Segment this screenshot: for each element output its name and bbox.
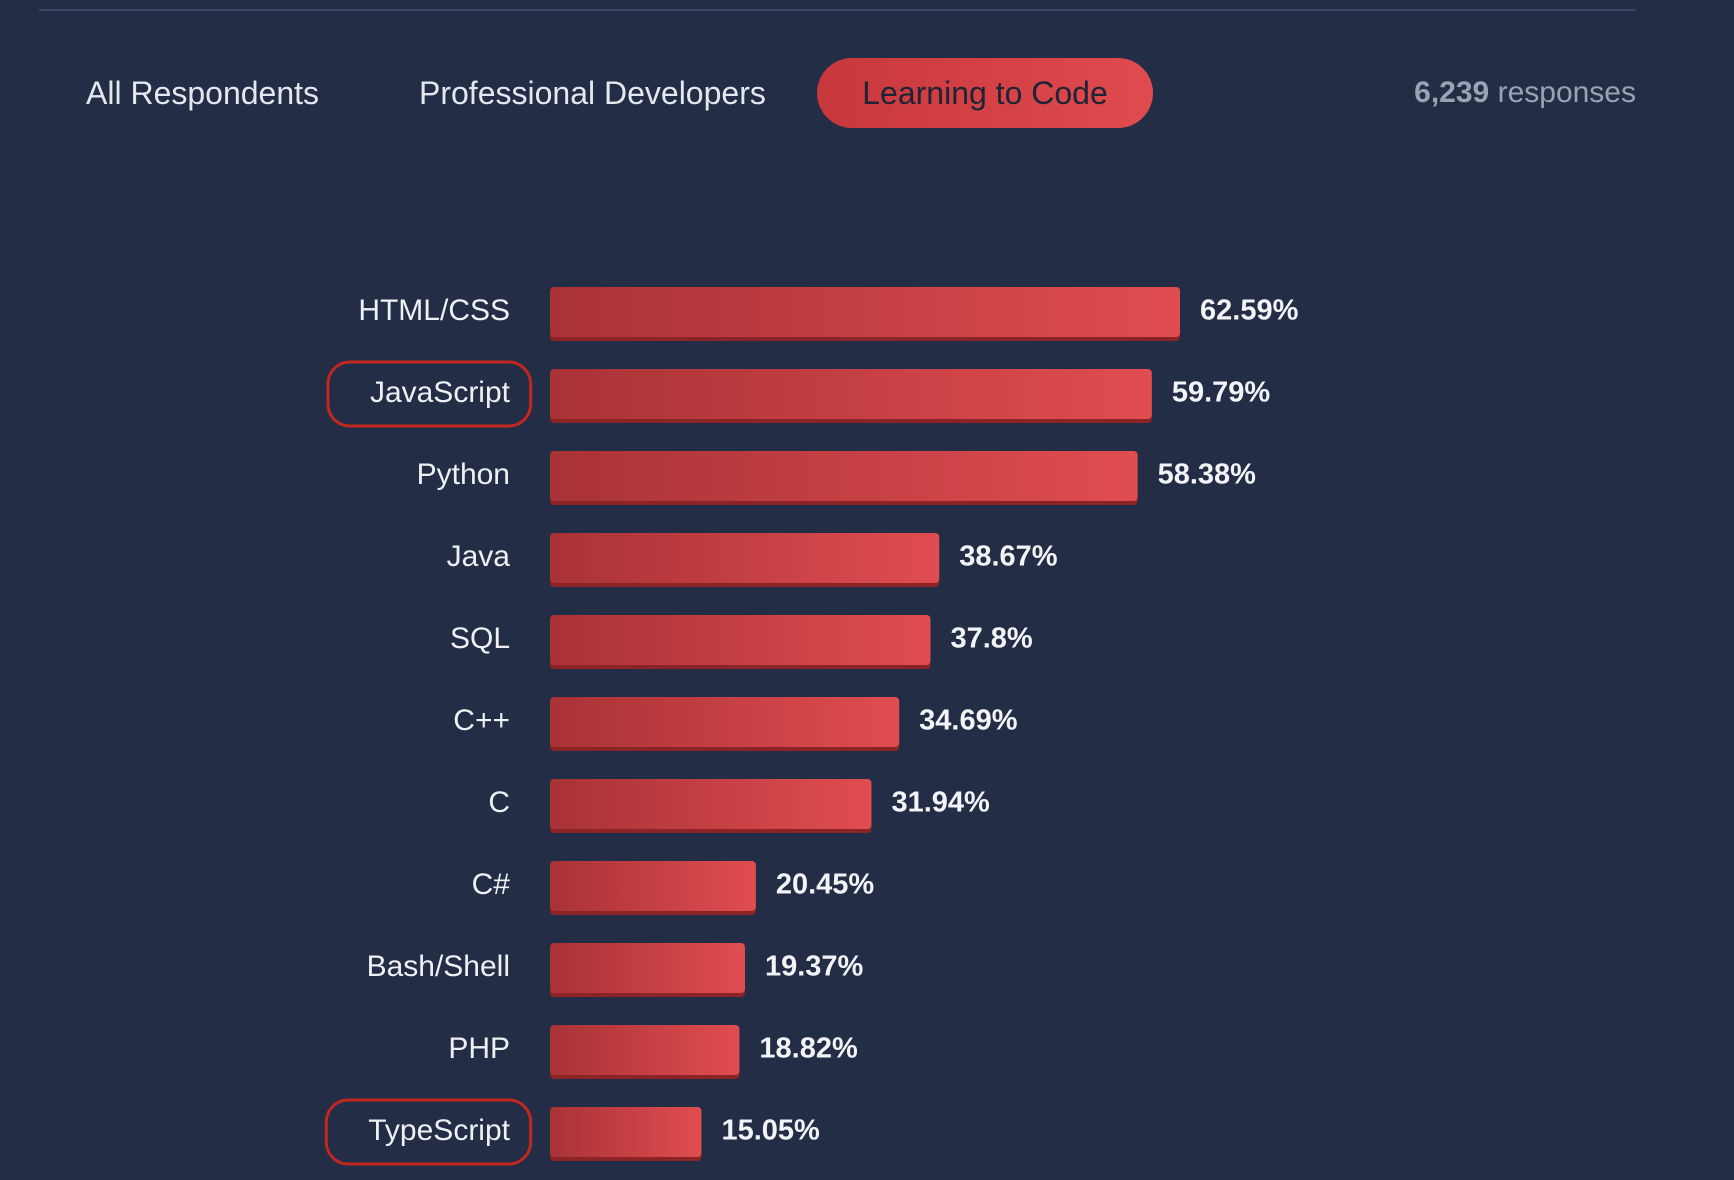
bar-php	[550, 1025, 740, 1075]
responses-label: responses	[1497, 76, 1636, 109]
value-label-csharp: 20.45%	[776, 869, 875, 901]
tab-all-respondents[interactable]: All Respondents	[86, 75, 320, 111]
bar-javascript	[550, 369, 1152, 419]
bar-python	[550, 451, 1138, 501]
bar-typescript	[550, 1107, 702, 1157]
top-divider	[39, 9, 1636, 11]
bar-c	[550, 779, 872, 829]
category-label-sql: SQL	[450, 622, 510, 655]
category-label-cplusplus: C++	[453, 704, 510, 737]
responses-number: 6,239	[1414, 76, 1490, 109]
tab-professional-developers[interactable]: Professional Developers	[419, 75, 766, 111]
value-label-c: 31.94%	[891, 787, 990, 819]
bar-csharp	[550, 861, 756, 911]
highlight-ring-typescript	[324, 1098, 533, 1166]
category-label-java: Java	[447, 540, 511, 573]
category-label-typescript: TypeScript	[368, 1114, 510, 1147]
value-label-java: 38.67%	[959, 541, 1058, 573]
category-label-csharp: C#	[472, 868, 511, 901]
bar-html-css	[550, 287, 1180, 337]
category-label-php: PHP	[448, 1032, 510, 1065]
highlight-ring-javascript	[326, 360, 533, 428]
value-label-typescript: 15.05%	[721, 1115, 820, 1147]
value-label-python: 58.38%	[1158, 459, 1257, 491]
bar-java	[550, 533, 940, 583]
category-label-javascript: JavaScript	[370, 376, 511, 409]
value-label-sql: 37.8%	[950, 623, 1032, 655]
category-label-python: Python	[417, 458, 510, 491]
bar-cplusplus	[550, 697, 900, 747]
value-label-cplusplus: 34.69%	[919, 705, 1018, 737]
responses-count: 6,239 responses	[1414, 76, 1636, 110]
category-label-html-css: HTML/CSS	[358, 294, 510, 327]
bar-bash-shell	[550, 943, 745, 993]
bar-sql	[550, 615, 931, 665]
category-label-c: C	[488, 786, 510, 819]
respondent-tabs: All Respondents Professional Developers …	[0, 58, 1734, 128]
value-label-bash-shell: 19.37%	[765, 951, 864, 983]
value-label-html-css: 62.59%	[1200, 295, 1299, 327]
value-label-javascript: 59.79%	[1172, 377, 1271, 409]
value-label-php: 18.82%	[759, 1033, 858, 1065]
category-label-bash-shell: Bash/Shell	[367, 950, 510, 983]
tab-learning-to-code[interactable]: Learning to Code	[817, 58, 1153, 128]
